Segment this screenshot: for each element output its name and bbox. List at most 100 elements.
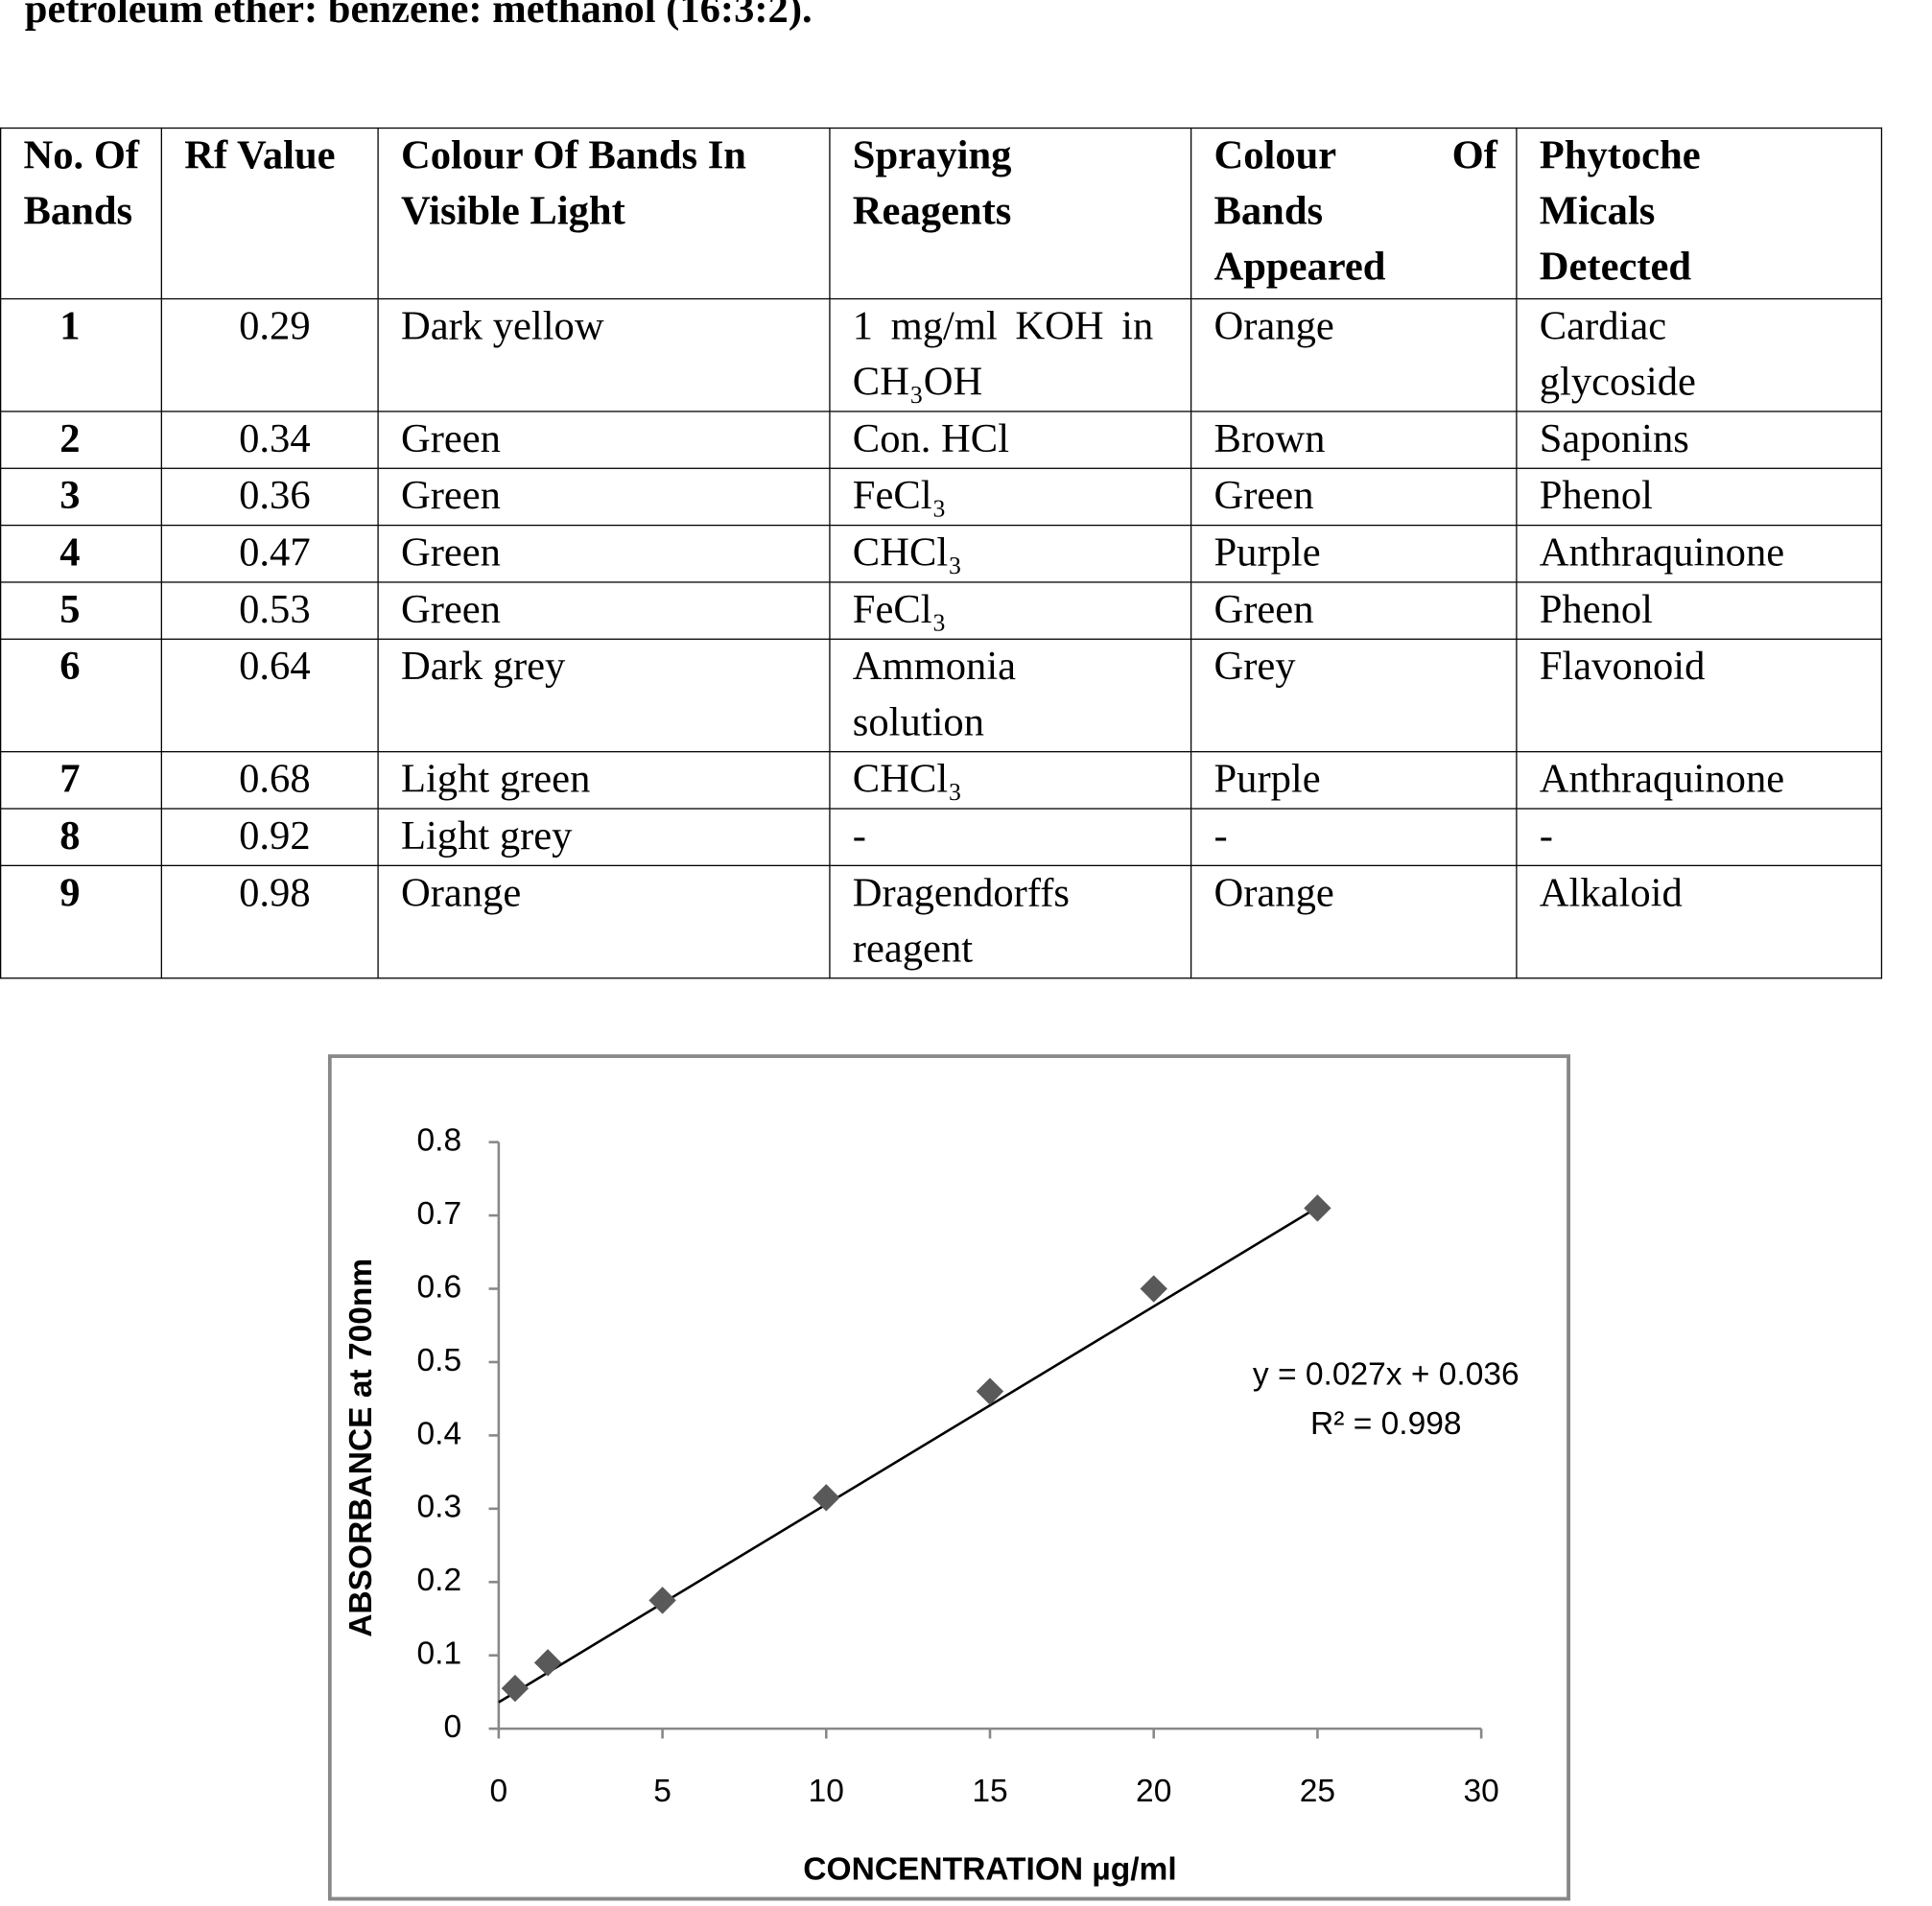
table-cell: - xyxy=(1190,808,1518,866)
table-cell: Ammonia solution xyxy=(829,638,1192,753)
table-cell: 0.47 xyxy=(160,524,379,583)
y-tick-label: 0.2 xyxy=(417,1563,462,1598)
table-cell: Orange xyxy=(1190,864,1518,979)
table-cell: Purple xyxy=(1190,524,1518,583)
chart-frame xyxy=(327,1054,1571,1901)
table-cell: Light green xyxy=(377,751,831,810)
y-tick-label: 0.5 xyxy=(417,1343,462,1378)
table-cell: Anthraquinone xyxy=(1516,524,1883,583)
table-body: 1 0.29 Dark yellow 1 mg/ml KOH in CH₃OH Oran… xyxy=(0,297,1883,979)
table-cell: 0.92 xyxy=(160,808,379,866)
y-tick-label: 0.4 xyxy=(417,1416,462,1451)
y-tick-label: 0.8 xyxy=(417,1123,462,1159)
table-cell: CHCl₃ xyxy=(829,524,1192,583)
table-cell: 0.68 xyxy=(160,751,379,810)
heading: petroleum ether: benzene: methanol (16:3… xyxy=(24,0,813,33)
table-cell: Green xyxy=(377,411,831,469)
table-row: 6 0.64 Dark grey Ammonia solution Grey Flavon… xyxy=(0,638,1883,753)
table-cell: Green xyxy=(1190,581,1518,640)
header-cell: Colour Of Bands In Visible Light xyxy=(377,127,831,300)
header-row: No. Of Bands Rf Value Colour Of Bands In V… xyxy=(0,127,1883,300)
table-cell: 2 xyxy=(0,411,162,469)
table-cell: CHCl₃ xyxy=(829,751,1192,810)
x-tick-label: 15 xyxy=(972,1774,1007,1809)
table-cell: Purple xyxy=(1190,751,1518,810)
table-cell: Green xyxy=(377,524,831,583)
y-tick-label: 0 xyxy=(444,1709,462,1745)
chart: 0 0.1 0.2 0.3 0.4 0.5 0.6 0.7 0.8 0 5 10 15 20 25 30 CON… xyxy=(327,1054,1571,1901)
table-cell: 9 xyxy=(0,864,162,979)
table-cell: Saponins xyxy=(1516,411,1883,469)
table-cell: Orange xyxy=(1190,297,1518,412)
table-cell: 0.29 xyxy=(160,297,379,412)
table-row: 9 0.98 Orange Dragendorffs reagent Orange Alk… xyxy=(0,864,1883,979)
y-tick-label: 0.6 xyxy=(417,1269,462,1305)
point xyxy=(1304,1194,1331,1222)
table-cell: Dark grey xyxy=(377,638,831,753)
table-cell: Orange xyxy=(377,864,831,979)
header-cell: No. Of Bands xyxy=(0,127,162,300)
y-tick-label: 0.1 xyxy=(417,1636,462,1672)
table-cell: 0.98 xyxy=(160,864,379,979)
x-tick-label: 5 xyxy=(653,1774,671,1809)
table-cell: Phenol xyxy=(1516,581,1883,640)
table-cell: - xyxy=(829,808,1192,866)
x-tick-label: 10 xyxy=(809,1774,844,1809)
table-cell: 3 xyxy=(0,467,162,527)
table-row: 8 0.92 Light grey - - - xyxy=(0,808,1883,866)
annotation: y = 0.027x + 0.036 xyxy=(1253,1356,1520,1392)
table-cell: Dragendorffs reagent xyxy=(829,864,1192,979)
table-cell: 0.36 xyxy=(160,467,379,527)
table-cell: Green xyxy=(377,581,831,640)
x-axis-title: CONCENTRATION µg/ml xyxy=(803,1851,1176,1887)
table-cell: 0.53 xyxy=(160,581,379,640)
table-cell: Cardiac glycoside xyxy=(1516,297,1883,412)
table-cell: Green xyxy=(377,467,831,527)
table-cell: FeCl₃ xyxy=(829,467,1192,527)
table-row: 5 0.53 Green FeCl₃ Green Phenol xyxy=(0,581,1883,640)
table-row: 1 0.29 Dark yellow 1 mg/ml KOH in CH₃OH Oran… xyxy=(0,297,1883,412)
table-cell: Grey xyxy=(1190,638,1518,753)
table-cell: 0.34 xyxy=(160,411,379,469)
table-cell: 8 xyxy=(0,808,162,866)
x-tick-label: 0 xyxy=(490,1774,508,1809)
table-row: 4 0.47 Green CHCl₃ Purple Anthraquinone xyxy=(0,524,1883,583)
table-row: 2 0.34 Green Con. HCl Brown Saponins xyxy=(0,411,1883,469)
table-cell: 0.64 xyxy=(160,638,379,753)
y-tick-label: 0.3 xyxy=(417,1490,462,1525)
point xyxy=(533,1649,562,1677)
table-cell: 1 xyxy=(0,297,162,412)
table-cell: Green xyxy=(1190,467,1518,527)
header-cell: Rf Value xyxy=(160,127,379,300)
header-cell: Colour Of Bands Appeared xyxy=(1190,127,1518,300)
table-cell: - xyxy=(1516,808,1883,866)
table-cell: Phenol xyxy=(1516,467,1883,527)
table-cell: Anthraquinone xyxy=(1516,751,1883,810)
table-cell: 4 xyxy=(0,524,162,583)
table-cell: 1 mg/ml KOH in CH₃OH xyxy=(829,297,1192,412)
table-cell: 7 xyxy=(0,751,162,810)
y-axis-title: ABSORBANCE at 700nm xyxy=(343,1259,379,1637)
header-cell: Spraying Reagents xyxy=(829,127,1192,300)
table-row: 7 0.68 Light green CHCl₃ Purple Anthraquinone xyxy=(0,751,1883,810)
table: No. Of Bands Rf Value Colour Of Bands In V… xyxy=(0,127,1883,979)
x-tick-label: 25 xyxy=(1300,1774,1335,1809)
annotation: R² = 0.998 xyxy=(1310,1406,1462,1442)
table-cell: 6 xyxy=(0,638,162,753)
table-cell: Flavonoid xyxy=(1516,638,1883,753)
header-cell: Phytoche Micals Detected xyxy=(1516,127,1883,300)
table-cell: Light grey xyxy=(377,808,831,866)
x-tick-label: 30 xyxy=(1463,1774,1498,1809)
trendline xyxy=(498,1206,1319,1704)
table-cell: Dark yellow xyxy=(377,297,831,412)
table-row: 3 0.36 Green FeCl₃ Green Phenol xyxy=(0,467,1883,527)
table-cell: Con. HCl xyxy=(829,411,1192,469)
table-cell: Alkaloid xyxy=(1516,864,1883,979)
y-tick-label: 0.7 xyxy=(417,1196,462,1232)
x-tick-label: 20 xyxy=(1136,1774,1171,1809)
point xyxy=(976,1377,1004,1405)
table-cell: 5 xyxy=(0,581,162,640)
table-cell: FeCl₃ xyxy=(829,581,1192,640)
